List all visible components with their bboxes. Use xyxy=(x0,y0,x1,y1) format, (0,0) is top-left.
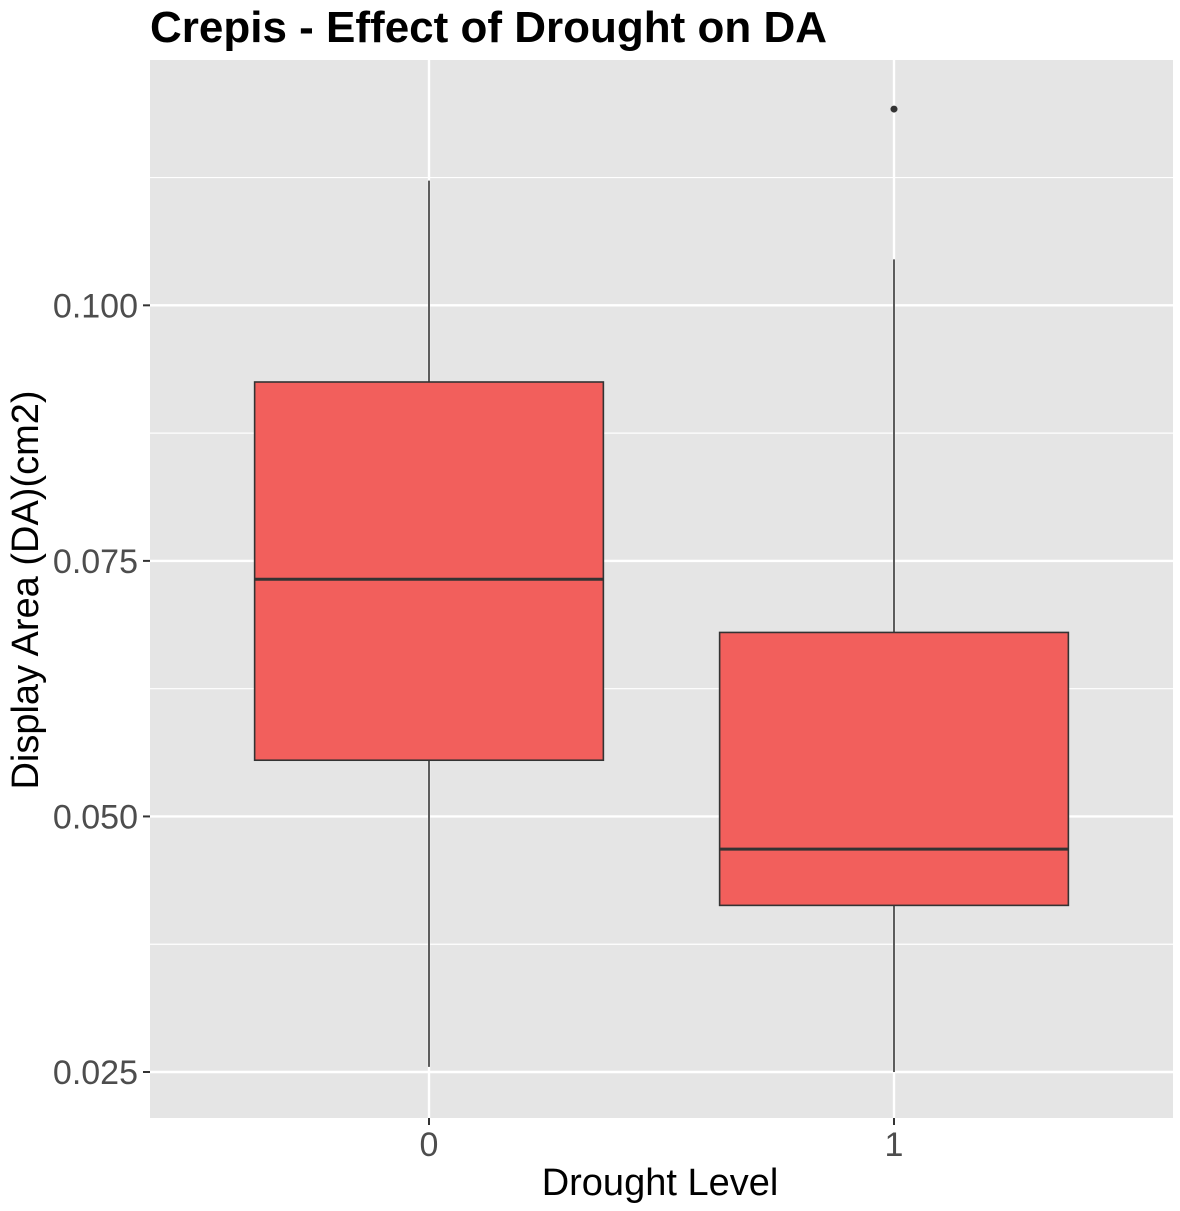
chart-title: Crepis - Effect of Drought on DA xyxy=(150,3,827,52)
boxes xyxy=(253,105,1070,1072)
x-tick-label: 1 xyxy=(885,1126,904,1164)
y-axis-title: Display Area (DA)(cm2) xyxy=(5,390,47,789)
box-group-1 xyxy=(718,105,1070,1072)
x-tick-label: 0 xyxy=(420,1126,439,1164)
y-tick-label: 0.025 xyxy=(53,1054,138,1092)
x-axis-title: Drought Level xyxy=(542,1162,779,1204)
y-tick-label: 0.100 xyxy=(53,287,138,325)
outlier-point xyxy=(890,105,898,113)
y-axis-ticks: 0.025 0.050 0.075 0.100 xyxy=(53,287,150,1092)
y-tick-label: 0.050 xyxy=(53,798,138,836)
box-group-0 xyxy=(253,180,605,1067)
y-tick-label: 0.075 xyxy=(53,543,138,581)
box xyxy=(718,631,1070,907)
box xyxy=(253,381,605,762)
